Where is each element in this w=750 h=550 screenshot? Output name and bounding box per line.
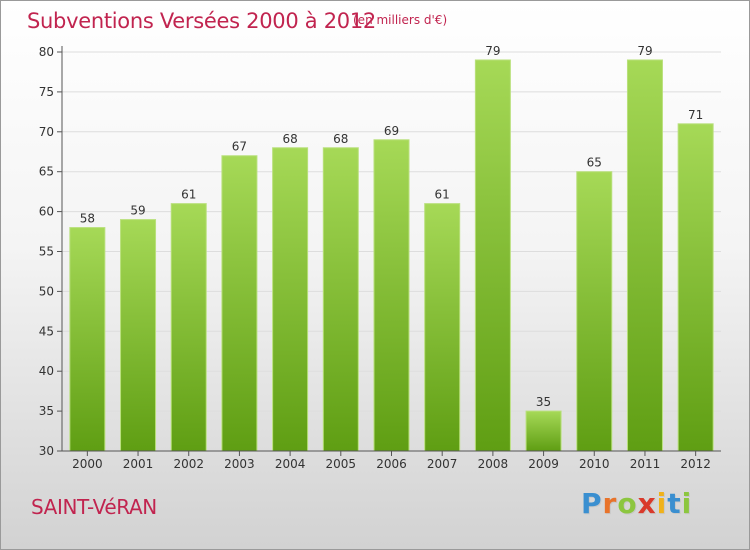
bar [373, 139, 410, 452]
data-label: 68 [282, 132, 297, 146]
logo-letter: i [656, 487, 668, 520]
bar [677, 123, 714, 452]
commune-name: SAINT-VéRAN [31, 495, 157, 519]
bar [221, 155, 258, 452]
y-tick-label: 80 [39, 45, 54, 59]
y-tick-label: 35 [39, 404, 54, 418]
data-label: 61 [181, 188, 196, 202]
data-label: 35 [536, 395, 551, 409]
y-tick-label: 50 [39, 284, 54, 298]
x-tick-label: 2000 [72, 457, 103, 471]
data-label: 59 [130, 204, 145, 218]
logo-letter: o [617, 487, 638, 520]
x-tick-label: 2002 [173, 457, 204, 471]
y-tick-label: 40 [39, 364, 54, 378]
data-label: 79 [485, 44, 500, 58]
bar [120, 219, 157, 452]
x-tick-label: 2008 [478, 457, 509, 471]
x-tick-label: 2004 [275, 457, 306, 471]
data-label: 79 [637, 44, 652, 58]
bar [626, 59, 663, 452]
x-tick-label: 2009 [528, 457, 559, 471]
bar [322, 147, 359, 452]
data-label: 58 [80, 212, 95, 226]
bar [525, 410, 562, 452]
y-tick-label: 70 [39, 125, 54, 139]
data-label: 71 [688, 108, 703, 122]
chart-subtitle: (en milliers d'€) [353, 13, 448, 27]
y-tick-label: 30 [39, 444, 54, 458]
y-tick-label: 60 [39, 205, 54, 219]
y-tick-label: 75 [39, 85, 54, 99]
x-tick-label: 2012 [680, 457, 711, 471]
data-label: 61 [435, 188, 450, 202]
y-tick-label: 65 [39, 165, 54, 179]
logo-letter: x [637, 487, 657, 520]
y-tick-label: 55 [39, 245, 54, 259]
logo-letter: P [581, 487, 603, 520]
proxiti-logo: Proxiti [581, 487, 692, 520]
bar [474, 59, 511, 452]
x-tick-label: 2010 [579, 457, 610, 471]
data-label: 65 [587, 156, 602, 170]
data-label: 67 [232, 140, 247, 154]
x-tick-label: 2005 [326, 457, 357, 471]
logo-letter: t [667, 487, 682, 520]
data-label: 68 [333, 132, 348, 146]
x-tick-label: 2007 [427, 457, 458, 471]
x-tick-label: 2011 [630, 457, 661, 471]
bar [170, 203, 207, 452]
x-tick-label: 2001 [123, 457, 154, 471]
bar [272, 147, 309, 452]
logo-letter: r [602, 487, 618, 520]
bar [576, 171, 613, 452]
y-tick-label: 45 [39, 324, 54, 338]
bar [69, 227, 106, 452]
bar [424, 203, 461, 452]
chart-title: Subventions Versées 2000 à 2012 [27, 9, 376, 33]
x-tick-label: 2006 [376, 457, 407, 471]
logo-letter: i [681, 487, 693, 520]
x-tick-label: 2003 [224, 457, 255, 471]
data-label: 69 [384, 124, 399, 138]
